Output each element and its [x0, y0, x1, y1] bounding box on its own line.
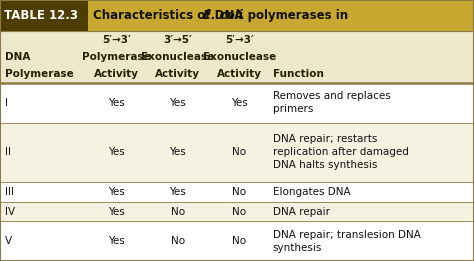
Text: Yes: Yes: [108, 206, 125, 217]
Text: III: III: [5, 187, 14, 197]
Text: E. coli: E. coli: [203, 9, 243, 22]
Bar: [0, 0, 88, 31]
Text: IV: IV: [5, 206, 15, 217]
Text: Activity: Activity: [94, 69, 138, 79]
Text: Elongates DNA: Elongates DNA: [273, 187, 350, 197]
Text: Yes: Yes: [231, 98, 248, 108]
Bar: [0, 31, 474, 83]
Text: Yes: Yes: [169, 147, 186, 157]
Text: 3′→5′: 3′→5′: [164, 35, 192, 45]
Text: DNA repair; restarts
replication after damaged
DNA halts synthesis: DNA repair; restarts replication after d…: [273, 134, 409, 170]
Text: Yes: Yes: [108, 147, 125, 157]
Text: Activity: Activity: [217, 69, 262, 79]
Bar: [0, 83, 474, 123]
Text: Characteristics of DNA polymerases in: Characteristics of DNA polymerases in: [93, 9, 353, 22]
Bar: [0, 221, 474, 261]
Text: TABLE 12.3: TABLE 12.3: [4, 9, 78, 22]
Text: Activity: Activity: [155, 69, 200, 79]
Text: No: No: [232, 206, 246, 217]
Text: Exonuclease: Exonuclease: [203, 52, 276, 62]
Bar: [0, 202, 474, 221]
Text: 5′→3′: 5′→3′: [102, 35, 130, 45]
Text: II: II: [5, 147, 11, 157]
Text: V: V: [5, 236, 12, 246]
Bar: [0, 182, 474, 202]
Bar: [0, 123, 474, 182]
Text: Yes: Yes: [108, 236, 125, 246]
Text: No: No: [232, 236, 246, 246]
Text: DNA repair: DNA repair: [273, 206, 329, 217]
Text: DNA repair; translesion DNA
synthesis: DNA repair; translesion DNA synthesis: [273, 230, 420, 253]
Text: 5′→3′: 5′→3′: [225, 35, 254, 45]
Text: Polymerase: Polymerase: [82, 52, 151, 62]
Text: Removes and replaces
primers: Removes and replaces primers: [273, 91, 390, 114]
Text: No: No: [171, 236, 185, 246]
Text: Yes: Yes: [169, 187, 186, 197]
Text: No: No: [171, 206, 185, 217]
Text: Exonuclease: Exonuclease: [141, 52, 214, 62]
Text: Polymerase: Polymerase: [5, 69, 73, 79]
Text: Yes: Yes: [108, 187, 125, 197]
Text: DNA: DNA: [5, 52, 30, 62]
Bar: [88, 0, 474, 31]
Text: No: No: [232, 187, 246, 197]
Text: Function: Function: [273, 69, 323, 79]
Text: No: No: [232, 147, 246, 157]
Text: Yes: Yes: [108, 98, 125, 108]
Text: I: I: [5, 98, 8, 108]
Text: Yes: Yes: [169, 98, 186, 108]
